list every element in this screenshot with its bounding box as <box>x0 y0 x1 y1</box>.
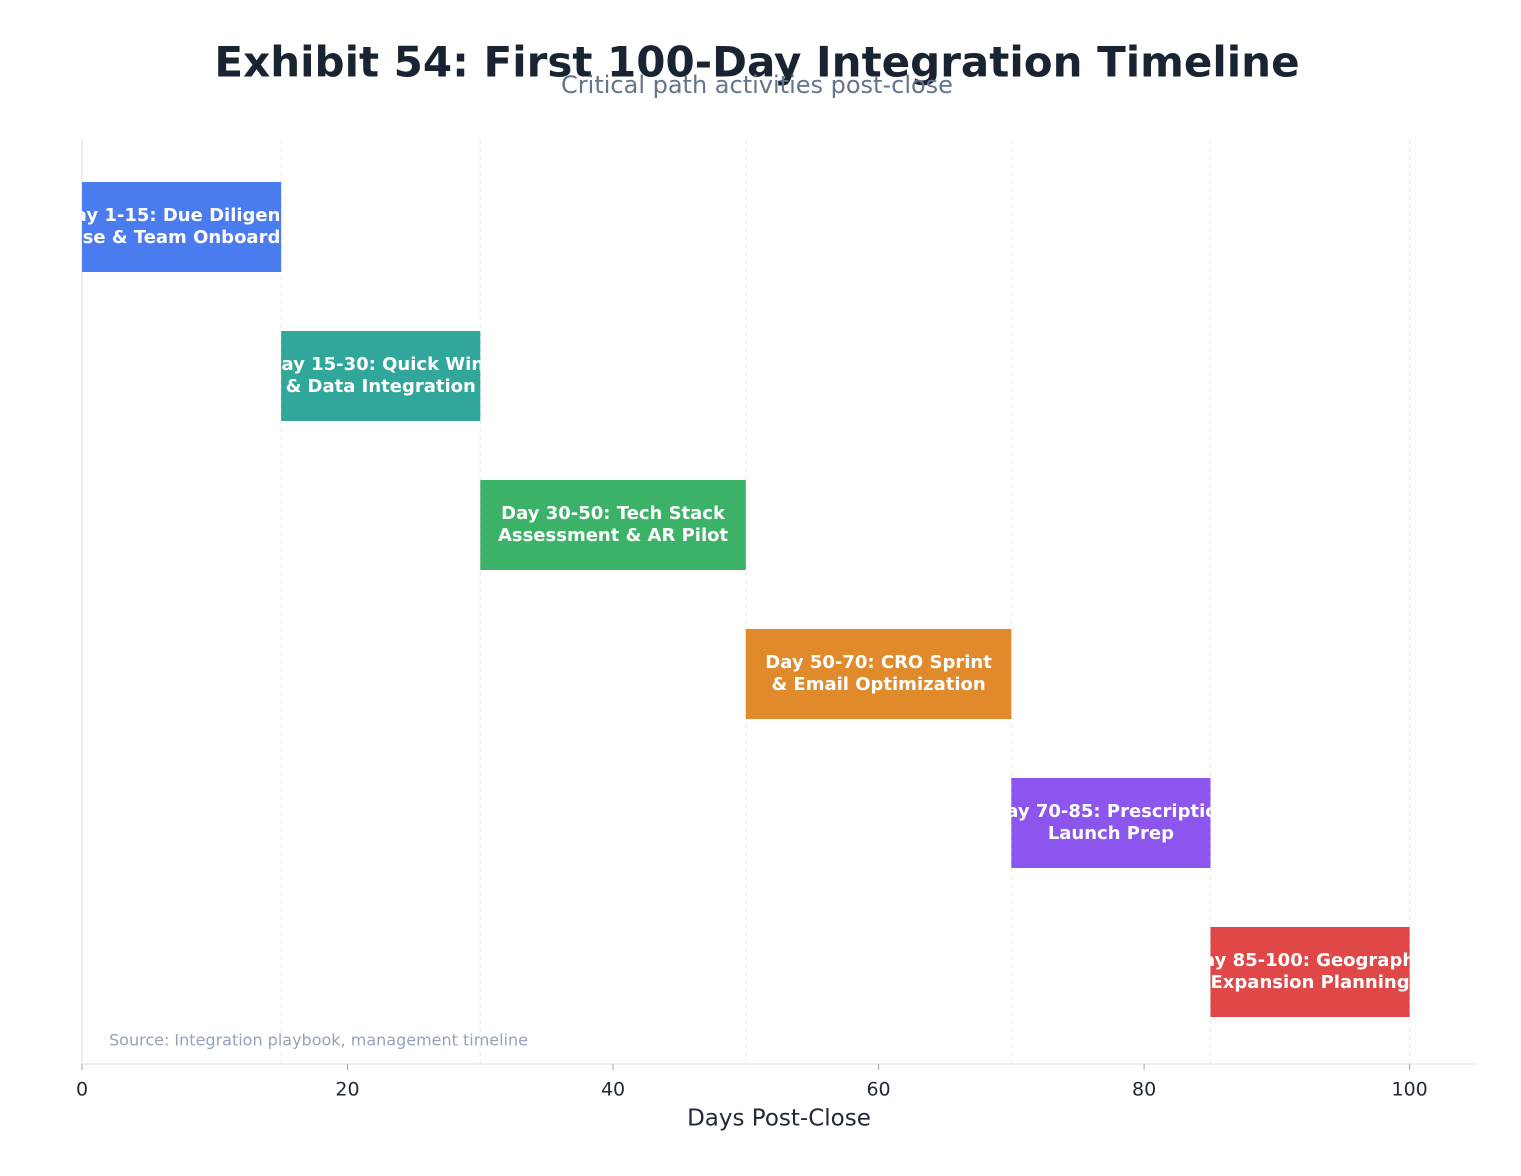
x-tick-label: 80 <box>1132 1079 1156 1101</box>
chart-title: Exhibit 54: First 100-Day Integration Ti… <box>214 38 1299 87</box>
x-tick-label: 20 <box>335 1079 359 1101</box>
task-bar <box>1210 927 1410 1017</box>
task-bar <box>82 182 282 272</box>
task-bar <box>480 480 746 570</box>
x-tick-label: 40 <box>601 1079 625 1101</box>
task-bar <box>281 331 481 421</box>
source-note: Source: Integration playbook, management… <box>109 1031 528 1050</box>
task-label: Day 30-50: Tech Stack Assessment & AR Pil… <box>498 503 729 546</box>
chart-subtitle: Critical path activities post-close <box>561 71 953 99</box>
task-label: Day 50-70: CRO Sprint & Email Optimizatio… <box>765 652 992 695</box>
x-tick-label: 0 <box>76 1079 88 1101</box>
task-label: Day 15-30: Quick Wins & Data Integration <box>267 354 495 397</box>
task-label: Day 1-15: Due Diligence Close & Team Onbo… <box>51 205 312 248</box>
task-bar <box>1011 778 1211 868</box>
x-tick-label: 60 <box>866 1079 890 1101</box>
task-label: Day 70-85: Prescription Launch Prep <box>991 801 1230 844</box>
task-label: Day 85-100: Geographic Expansion Planning <box>1188 950 1432 993</box>
x-tick-label: 100 <box>1391 1079 1427 1101</box>
x-axis-label: Days Post-Close <box>687 1106 871 1132</box>
task-bar <box>745 629 1012 719</box>
